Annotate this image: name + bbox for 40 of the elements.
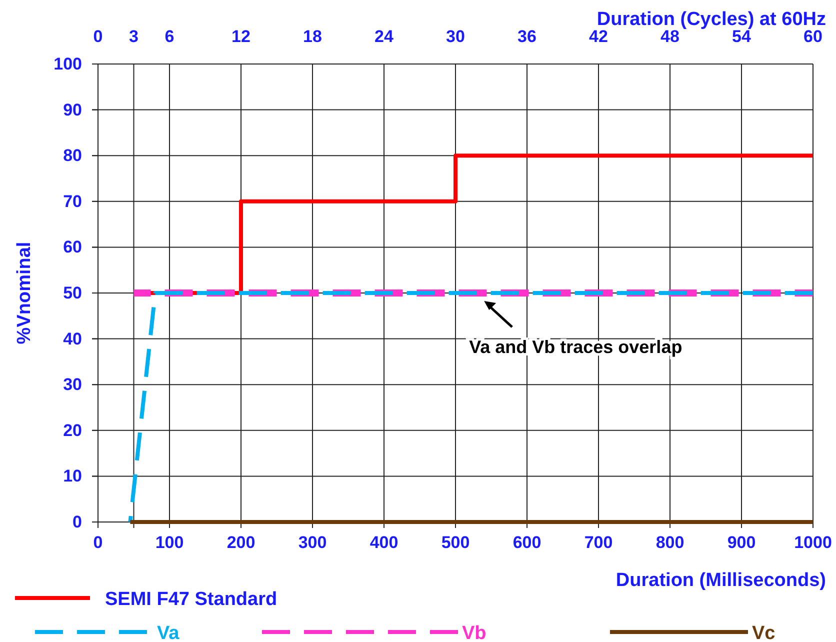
y-tick-label: 90: [63, 100, 82, 120]
x2-tick-label: 0: [93, 27, 103, 46]
x-tick-label: 900: [727, 533, 756, 552]
y-tick-label: 10: [63, 466, 82, 486]
x2-tick-label: 6: [164, 27, 174, 46]
x2-tick-label: 36: [518, 27, 536, 46]
x-tick-label: 100: [155, 533, 184, 552]
y-axis-title: %Vnominal: [14, 242, 35, 344]
x2-tick-label: 3: [129, 27, 138, 46]
x-tick-label: 400: [370, 533, 398, 552]
x2-axis-title: Duration (Cycles) at 60Hz: [596, 9, 826, 30]
y-tick-label: 0: [72, 512, 82, 532]
x2-tick-label: 48: [660, 27, 680, 46]
x-tick-label: 0: [93, 533, 103, 552]
x2-tick-label: 18: [303, 27, 322, 46]
y-tick-label: 30: [63, 375, 82, 394]
y-tick-label: 100: [54, 54, 82, 74]
x2-tick-label: 30: [446, 27, 465, 46]
x2-tick-label: 60: [804, 27, 822, 46]
x2-tick-label: 12: [232, 27, 250, 46]
x-tick-label: 700: [584, 533, 613, 552]
x-tick-label: 800: [656, 533, 684, 552]
x-tick-label: 500: [441, 533, 470, 552]
y-tick-label: 40: [63, 329, 82, 348]
y-tick-label: 20: [63, 420, 82, 440]
text: Vc: [752, 623, 776, 642]
x2-tick-label: 42: [589, 27, 608, 46]
x-axis-title: Duration (Milliseconds): [616, 570, 826, 591]
y-tick-label: 60: [63, 238, 82, 257]
text: Vb: [462, 623, 486, 642]
y-tick-label: 70: [63, 192, 82, 211]
y-tick-label: 80: [63, 146, 82, 166]
x2-tick-label: 24: [374, 27, 394, 46]
text: Va: [157, 623, 180, 642]
x-tick-label: 200: [226, 533, 256, 552]
y-tick-label: 50: [63, 283, 82, 302]
x-tick-label: 1000: [794, 533, 832, 552]
x-tick-label: 600: [512, 533, 542, 552]
x-tick-label: 300: [298, 533, 327, 552]
legend-label: SEMI F47 Standard: [105, 589, 278, 610]
